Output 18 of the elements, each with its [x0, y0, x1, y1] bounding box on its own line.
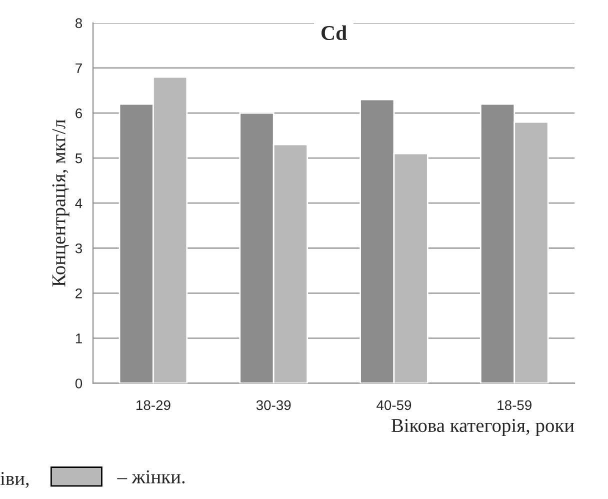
y-tick-label: 7 [76, 63, 82, 74]
text: іви, [0, 472, 29, 488]
y-tick-label: 0 [75, 378, 82, 388]
y-tick-label: 3 [75, 243, 82, 254]
x-axis-title: Вікова категорія, роки [391, 419, 574, 436]
legend-label: – жінки. [117, 470, 185, 484]
x-tick-label: 30-39 [256, 400, 291, 410]
y-tick-label: 8 [75, 18, 82, 28]
y-tick-label: 1 [76, 334, 82, 344]
x-tick-label: 18-59 [498, 400, 532, 410]
x-tick-label: 40-59 [376, 400, 412, 410]
y-tick-label: 6 [76, 108, 82, 118]
chart-title: Cd [321, 25, 347, 40]
y-tick-label: 4 [75, 198, 82, 208]
y-tick-label: 5 [75, 154, 82, 164]
y-axis-title: Концентрація, мкг/л [52, 120, 70, 287]
x-tick-label: 18-29 [136, 400, 170, 410]
y-tick-label: 2 [76, 288, 82, 298]
